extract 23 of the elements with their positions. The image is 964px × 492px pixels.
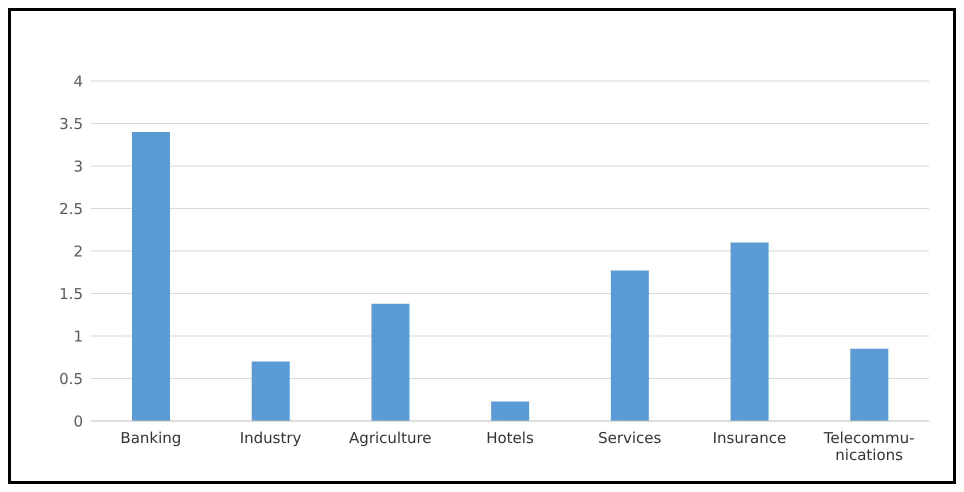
bar — [491, 401, 530, 421]
bar — [132, 132, 170, 421]
x-tick-label: Telecommu- nications — [822, 429, 915, 464]
bar — [610, 270, 649, 421]
bar — [252, 362, 290, 421]
y-tick-label: 2 — [73, 242, 83, 260]
x-tick-label: Agriculture — [349, 429, 432, 447]
x-tick-label: Banking — [120, 429, 182, 447]
y-tick-label: 4 — [73, 72, 83, 90]
x-tick-label: Hotels — [486, 429, 534, 447]
y-tick-label: 3 — [73, 157, 83, 176]
bar — [371, 304, 410, 421]
bar — [730, 242, 769, 421]
x-tick-label: Insurance — [712, 429, 786, 447]
y-tick-label: 1.5 — [59, 284, 83, 303]
y-tick-label: 2.5 — [59, 200, 83, 218]
y-tick-label: 0 — [73, 412, 83, 430]
y-tick-label: 3.5 — [59, 114, 83, 133]
bar — [850, 348, 888, 421]
y-tick-label: 1 — [73, 327, 83, 346]
x-tick-label: Services — [598, 429, 662, 447]
x-tick-label: Industry — [240, 429, 302, 447]
y-tick-label: 0.5 — [59, 370, 83, 388]
